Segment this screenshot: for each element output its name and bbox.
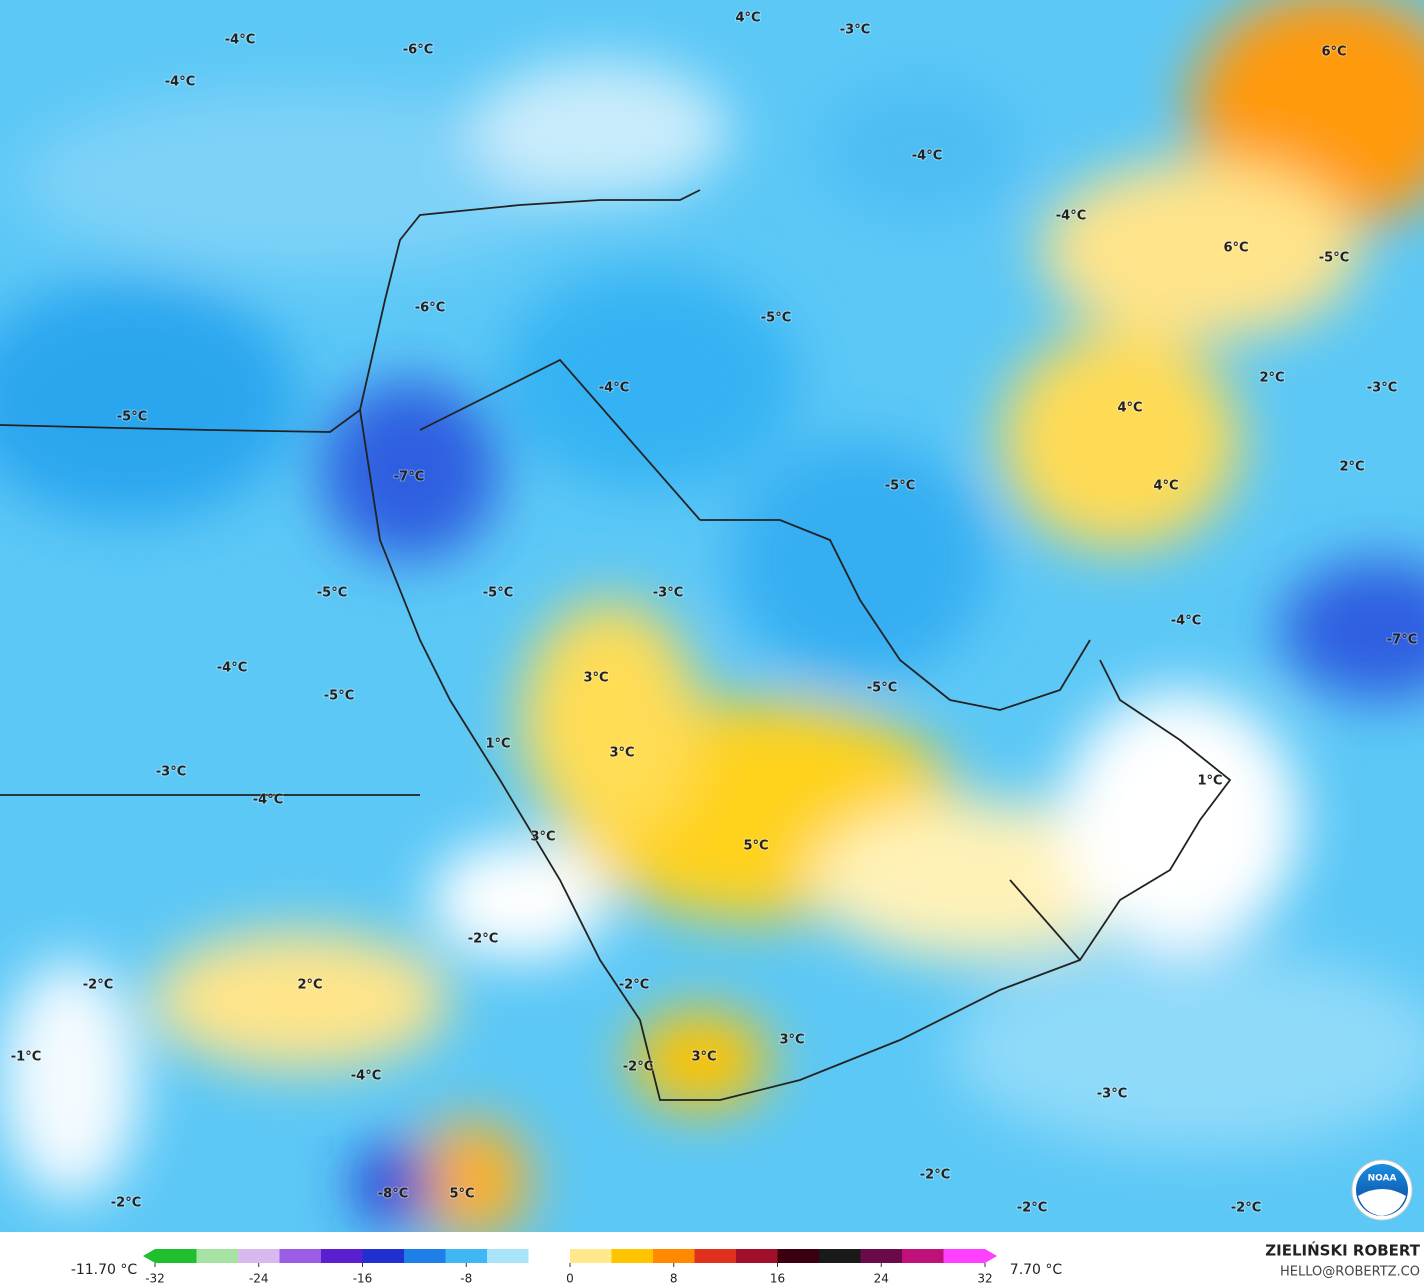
temp-label: -3°C (840, 23, 870, 38)
temp-label: -5°C (317, 586, 347, 601)
colorbar-segment (943, 1249, 986, 1263)
colorbar-segment (279, 1249, 322, 1263)
temp-label: -6°C (415, 301, 445, 316)
temp-label: -5°C (761, 311, 791, 326)
temp-label: 6°C (1223, 241, 1248, 256)
temperature-field (0, 0, 1424, 1240)
colorbar-segment (653, 1249, 695, 1263)
temp-label: 6°C (1321, 45, 1346, 60)
colorbar-segment (445, 1249, 488, 1263)
temp-label: 4°C (1153, 479, 1178, 494)
colorbar-segment (736, 1249, 778, 1263)
colorbar-segment (528, 1249, 571, 1263)
temp-label: 5°C (743, 839, 768, 854)
temp-label: -5°C (867, 681, 897, 696)
temp-label: 2°C (297, 978, 322, 993)
colorbar-end (143, 1249, 155, 1263)
colorbar-segment (777, 1249, 820, 1263)
colorbar-tick-label: 16 (770, 1272, 785, 1286)
temp-label: 2°C (1339, 460, 1364, 475)
temp-label: -4°C (912, 149, 942, 164)
temp-label: -8°C (378, 1187, 408, 1202)
noaa-logo: NOAA (1351, 1159, 1413, 1221)
colorbar-tick-label: -24 (249, 1272, 269, 1286)
temp-label: -7°C (394, 470, 424, 485)
temp-label: -4°C (217, 661, 247, 676)
logo-text: NOAA (1368, 1174, 1397, 1184)
colorbar-segment (196, 1249, 239, 1263)
colorbar-segment (155, 1249, 197, 1263)
colorbar-segment (819, 1249, 861, 1263)
colorbar-segment (860, 1249, 903, 1263)
temp-label: -5°C (483, 586, 513, 601)
temp-label: -4°C (1171, 614, 1201, 629)
temp-label: -6°C (403, 43, 433, 58)
temp-label: 2°C (1259, 371, 1284, 386)
temp-label: -2°C (623, 1060, 653, 1075)
temp-label: -4°C (1056, 209, 1086, 224)
colorbar-tick-label: -16 (353, 1272, 373, 1286)
temp-label: -5°C (324, 689, 354, 704)
temp-label: 3°C (691, 1050, 716, 1065)
temp-label: -5°C (885, 479, 915, 494)
min-label: -11.70 °C (71, 1262, 138, 1278)
email: HELLO@ROBERTZ.CO (1280, 1265, 1420, 1280)
colorbar-tick-label: 8 (670, 1272, 678, 1286)
temp-label: 3°C (583, 671, 608, 686)
colorbar: -32 -24 -16 -8 0 8 16 24 32 (143, 1249, 997, 1286)
temp-label: -4°C (351, 1069, 381, 1084)
temp-label: -3°C (653, 586, 683, 601)
colorbar-segment (487, 1249, 529, 1263)
colorbar-segment (694, 1249, 737, 1263)
colorbar-segment (321, 1249, 363, 1263)
colorbar-segment (902, 1249, 944, 1263)
temp-label: -2°C (920, 1168, 950, 1183)
colorbar-segment (238, 1249, 280, 1263)
temperature-labels: -4°C -6°C -4°C 4°C -3°C 6°C -4°C -4°C 6°C -5°C -6°… (10, 10, 1418, 1217)
temp-label: -3°C (1097, 1087, 1127, 1102)
colorbar-segment (570, 1249, 612, 1263)
author: ZIELIŃSKI ROBERT (1265, 1241, 1420, 1260)
colorbar-segment (611, 1249, 654, 1263)
temp-label: -4°C (225, 33, 255, 48)
temp-label: -4°C (253, 793, 283, 808)
temp-label: -2°C (1231, 1201, 1261, 1216)
colorbar-tick-label: -8 (460, 1272, 472, 1286)
temp-label: -4°C (165, 75, 195, 90)
temp-label: 4°C (735, 11, 760, 26)
colorbar-tick-label: 32 (977, 1272, 992, 1286)
temp-label: -5°C (1319, 251, 1349, 266)
colorbar-tick-label: -32 (145, 1272, 165, 1286)
max-label: 7.70 °C (1010, 1262, 1063, 1278)
temp-label: -5°C (117, 410, 147, 425)
temp-label: -4°C (599, 381, 629, 396)
temp-label: -2°C (111, 1196, 141, 1211)
colorbar-tick-label: 24 (874, 1272, 889, 1286)
temp-label: 5°C (449, 1187, 474, 1202)
temp-label: -2°C (619, 978, 649, 993)
temp-label: 3°C (609, 746, 634, 761)
temp-label: 3°C (779, 1033, 804, 1048)
temp-label: -1°C (11, 1050, 41, 1065)
temp-label: -7°C (1387, 633, 1417, 648)
temp-label: 1°C (1197, 774, 1222, 789)
colorbar-tick-label: 0 (566, 1272, 574, 1286)
temp-label: -3°C (1367, 381, 1397, 396)
colorbar-end (985, 1249, 997, 1263)
temp-label: 4°C (1117, 401, 1142, 416)
temp-label: 1°C (485, 737, 510, 752)
temp-label: -2°C (1017, 1201, 1047, 1216)
temp-label: -2°C (468, 932, 498, 947)
colorbar-segment (362, 1249, 405, 1263)
colorbar-segment (404, 1249, 446, 1263)
temp-label: -3°C (156, 765, 186, 780)
temp-label: 3°C (530, 830, 555, 845)
temp-label: -2°C (83, 978, 113, 993)
